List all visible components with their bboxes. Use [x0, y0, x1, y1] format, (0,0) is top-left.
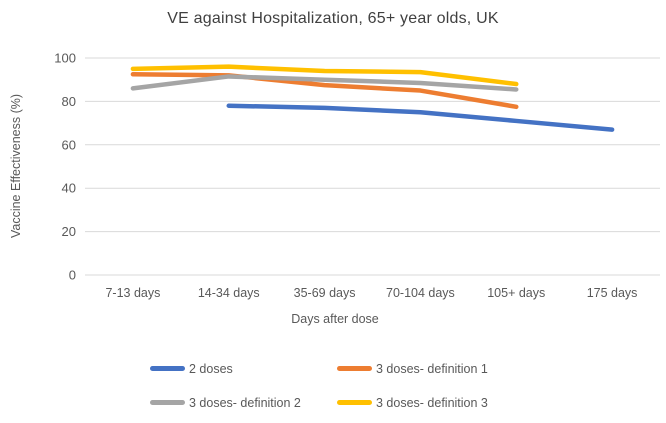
x-axis-tick-label: 175 days [587, 286, 638, 300]
legend-label: 3 doses- definition 3 [376, 395, 488, 410]
x-axis-tick-label: 35-69 days [294, 286, 356, 300]
x-axis-tick-label: 105+ days [487, 286, 545, 300]
y-axis-title: Vaccine Effectiveness (%) [9, 93, 23, 239]
x-axis-tick-label: 14-34 days [198, 286, 260, 300]
y-axis-tick-label: 80 [62, 94, 76, 109]
legend-item: 3 doses- definition 1 [337, 360, 524, 377]
series-line-2-doses [226, 103, 615, 132]
y-axis-tick-label: 0 [69, 268, 76, 283]
legend-swatch-icon [150, 400, 185, 405]
legend-item: 2 doses [150, 360, 337, 377]
legend-label: 2 doses [189, 361, 233, 376]
y-axis-tick-label: 20 [62, 224, 76, 239]
legend-swatch-icon [337, 366, 372, 371]
series-line-3-doses-definition-1 [130, 72, 519, 110]
legend-item: 3 doses- definition 2 [150, 394, 337, 411]
legend: 2 doses 3 doses- definition 1 3 doses- def… [150, 360, 524, 411]
series-line-3-doses-definition-2 [130, 74, 519, 92]
y-axis-tick-label: 40 [62, 181, 76, 196]
chart-title: VE against Hospitalization, 65+ year old… [167, 10, 499, 27]
legend-swatch-icon [150, 366, 185, 371]
x-axis-tick-label: 7-13 days [105, 286, 160, 300]
x-axis-title: Days after dose [291, 312, 379, 326]
y-axis-tick-label: 100 [54, 51, 76, 66]
legend-label: 3 doses- definition 1 [376, 361, 488, 376]
x-axis-tick-label: 70-104 days [386, 286, 455, 300]
legend-item: 3 doses- definition 3 [337, 394, 524, 411]
y-axis-tick-label: 60 [62, 137, 76, 152]
legend-label: 3 doses- definition 2 [189, 395, 301, 410]
series-line-3-doses-definition-3 [130, 64, 519, 87]
legend-swatch-icon [337, 400, 372, 405]
